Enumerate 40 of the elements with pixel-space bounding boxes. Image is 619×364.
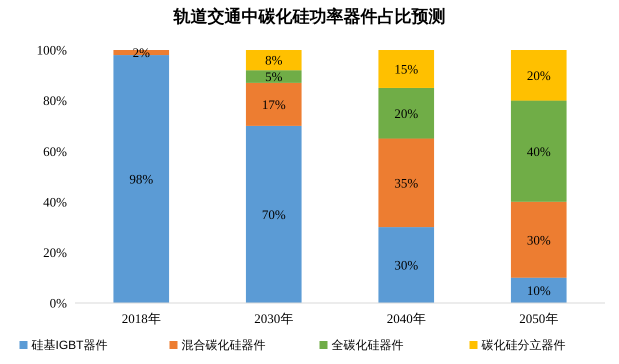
y-tick-label: 0% [50, 296, 68, 311]
bar [246, 50, 302, 70]
data-label: 30% [394, 258, 418, 273]
bar [378, 88, 434, 139]
x-tick-label: 2040年 [386, 311, 426, 326]
data-label: 30% [526, 232, 551, 248]
legend-label: 硅基IGBT器件 [30, 338, 108, 352]
x-tick-label: 2030年 [254, 311, 294, 326]
y-tick-label: 80% [43, 93, 68, 108]
data-label: 98% [129, 172, 154, 187]
data-label: 5% [265, 69, 283, 84]
bar [378, 227, 434, 303]
legend-label: 混合碳化硅器件 [182, 338, 266, 352]
bar [246, 70, 302, 83]
legend-label: 碳化硅分立器件 [480, 338, 566, 352]
bar [378, 138, 434, 228]
x-tick-label: 2018年 [122, 311, 161, 326]
bar [378, 50, 434, 88]
bar [246, 82, 302, 126]
data-label: 15% [394, 62, 418, 77]
data-label: 8% [265, 52, 283, 68]
legend-label: 全碳化硅器件 [332, 338, 404, 352]
y-tick-label: 20% [43, 244, 68, 260]
data-label: 20% [526, 68, 551, 83]
data-label: 17% [262, 96, 286, 112]
y-tick-label: 60% [43, 144, 68, 159]
y-tick-label: 40% [43, 194, 68, 210]
data-label: 35% [394, 175, 418, 190]
bar [510, 100, 567, 202]
y-tick-label: 100% [36, 42, 68, 58]
bar [510, 50, 567, 101]
data-label: 70% [262, 207, 286, 222]
data-label: 10% [526, 282, 551, 298]
data-label: 40% [526, 144, 551, 159]
data-label: 20% [394, 106, 418, 121]
chart-title: 轨道交通中碳化硅功率器件占比预测 [172, 7, 446, 26]
bar [510, 202, 567, 278]
bar [246, 126, 302, 303]
x-tick-label: 2050年 [519, 311, 558, 326]
bar [510, 278, 567, 303]
